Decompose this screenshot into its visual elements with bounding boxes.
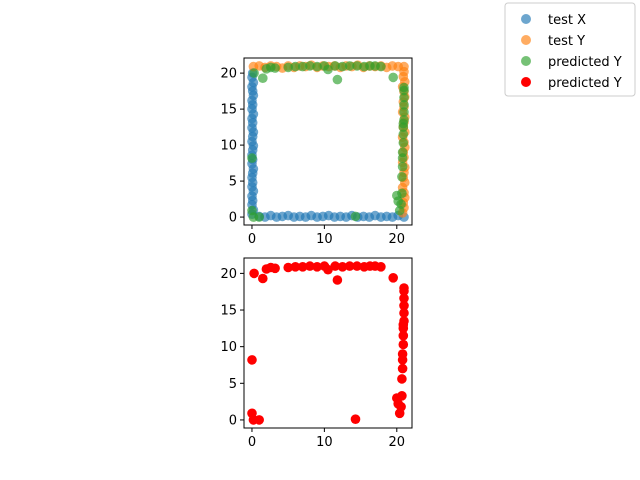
data-point — [312, 61, 322, 72]
data-point — [323, 264, 333, 275]
legend: test X test Y predicted Y predicted Y — [504, 2, 636, 97]
data-point — [247, 355, 257, 365]
data-point — [376, 61, 386, 72]
data-point — [330, 261, 341, 271]
y-tick-label: 10 — [220, 139, 237, 154]
data-point — [249, 68, 259, 78]
y-tick-label: 20 — [220, 67, 237, 82]
data-point — [398, 330, 409, 341]
data-point — [376, 262, 386, 272]
data-point — [254, 212, 264, 222]
y-tick-label: 0 — [229, 211, 237, 226]
y-tick-label: 20 — [220, 267, 237, 282]
legend-marker-test-y — [521, 35, 531, 45]
data-point — [388, 72, 399, 83]
data-point — [290, 262, 301, 272]
legend-marker-predicted-y-green — [521, 56, 531, 66]
data-point — [397, 188, 407, 199]
data-point — [399, 107, 409, 117]
legend-marker-test-x — [521, 14, 531, 24]
data-point — [312, 262, 322, 272]
data-point — [399, 82, 409, 93]
axes-frame — [243, 57, 413, 226]
data-point — [399, 300, 409, 311]
data-point — [388, 273, 399, 283]
x-tick-label: 20 — [389, 435, 406, 450]
data-point — [352, 61, 362, 71]
data-point — [283, 262, 294, 273]
data-point — [399, 293, 409, 304]
data-point — [297, 61, 308, 72]
series-predicted-y — [247, 61, 409, 222]
axes-frame — [243, 257, 413, 429]
series-test-x — [247, 68, 409, 222]
data-point — [350, 414, 361, 425]
data-point — [283, 62, 294, 73]
data-point — [398, 138, 409, 148]
data-point — [399, 92, 409, 103]
data-point — [399, 283, 409, 293]
y-tick-label: 5 — [229, 377, 237, 392]
bottom-scatter-plot: 0 10 20 0 5 10 15 20 — [220, 257, 413, 450]
data-point — [399, 100, 409, 110]
data-point — [397, 355, 408, 365]
data-point — [397, 153, 408, 163]
data-point — [344, 61, 355, 71]
data-point — [332, 74, 343, 85]
top-scatter-plot: 0 10 20 0 5 10 15 20 — [220, 57, 413, 247]
y-tick-label: 15 — [220, 103, 237, 118]
data-point — [254, 415, 264, 425]
data-point — [398, 319, 409, 330]
data-point — [337, 61, 348, 72]
data-point — [398, 339, 409, 350]
data-point — [399, 308, 409, 318]
data-point — [344, 261, 355, 271]
legend-label-predicted-y-red: predicted Y — [548, 76, 622, 91]
legend-label-test-x: test X — [548, 13, 586, 28]
data-point — [297, 262, 308, 272]
legend-frame — [504, 2, 636, 97]
legend-label-predicted-y-green: predicted Y — [548, 55, 622, 70]
x-tick-label: 10 — [316, 435, 333, 450]
y-tick-label: 15 — [220, 304, 237, 319]
data-point — [323, 64, 333, 75]
data-point — [352, 261, 362, 271]
data-point — [270, 263, 280, 274]
data-point — [397, 391, 407, 401]
data-point — [337, 262, 348, 272]
data-point — [397, 172, 407, 182]
data-point — [332, 275, 343, 285]
data-point — [270, 63, 280, 73]
legend-marker-predicted-y-red — [521, 77, 531, 87]
data-point — [290, 61, 301, 72]
data-point — [247, 153, 257, 163]
data-point — [249, 268, 259, 279]
data-point — [397, 161, 408, 172]
y-tick-label: 10 — [220, 340, 237, 355]
data-point — [258, 273, 268, 284]
y-tick-label: 0 — [229, 413, 237, 428]
data-point — [396, 199, 406, 209]
y-tick-label: 5 — [229, 175, 237, 190]
series-predicted-y — [247, 261, 409, 425]
x-tick-label: 20 — [389, 232, 406, 247]
data-point — [330, 61, 341, 71]
data-point — [305, 61, 315, 71]
data-point — [398, 118, 409, 129]
x-tick-label: 10 — [316, 232, 333, 247]
x-tick-label: 0 — [248, 435, 256, 450]
data-point — [398, 129, 409, 140]
data-point — [305, 261, 315, 271]
data-point — [397, 363, 408, 374]
legend-label-test-y: test Y — [548, 34, 585, 49]
data-point — [397, 374, 407, 384]
data-point — [396, 402, 406, 412]
x-tick-label: 0 — [248, 232, 256, 247]
data-point — [350, 211, 361, 222]
data-point — [258, 73, 268, 83]
